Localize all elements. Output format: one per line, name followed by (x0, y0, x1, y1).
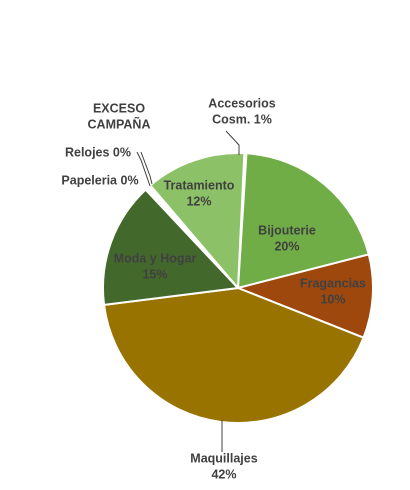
data-label-maquillajes: 42% (211, 467, 236, 481)
data-label-accesorios-cosm: Accesorios (208, 96, 275, 110)
data-label-fragancias: Fragancias (300, 276, 366, 290)
leader-line-relojes (136, 151, 151, 187)
data-label-bijouterie: Bijouterie (258, 223, 316, 237)
data-labels: Accesorios Cosm. 1% Bijouterie 20% Fragancia… (61, 96, 366, 481)
data-label-relojes: Relojes 0% (65, 145, 131, 159)
pie-slice-bijouterie (237, 152, 370, 289)
data-label-exceso-campana: EXCESO (93, 101, 145, 115)
pie-slice-moda-y-hogar (102, 188, 239, 306)
data-label-tratamiento: Tratamiento (164, 178, 235, 192)
leader-lines (136, 130, 240, 452)
data-label-moda-y-hogar: Moda y Hogar (114, 251, 197, 265)
data-label-moda-y-hogar: 15% (142, 267, 167, 281)
data-label-fragancias: 10% (320, 292, 345, 306)
pie-slice-tratamiento (149, 152, 246, 289)
pie-slice-maquillajes (103, 287, 365, 424)
pie-slices (102, 152, 374, 424)
data-label-maquillajes: Maquillajes (190, 451, 257, 465)
pie-slice-fragancias (237, 253, 374, 339)
data-label-accesorios-cosm: Cosm. 1% (212, 112, 272, 126)
data-label-tratamiento: 12% (186, 194, 211, 208)
leader-line-accesorios-cosm (225, 130, 240, 155)
data-label-bijouterie: 20% (274, 239, 299, 253)
data-label-papeleria: Papeleria 0% (61, 173, 138, 187)
leader-line-exceso-campana (140, 151, 153, 185)
data-label-exceso-campana: CAMPAÑA (88, 116, 151, 131)
